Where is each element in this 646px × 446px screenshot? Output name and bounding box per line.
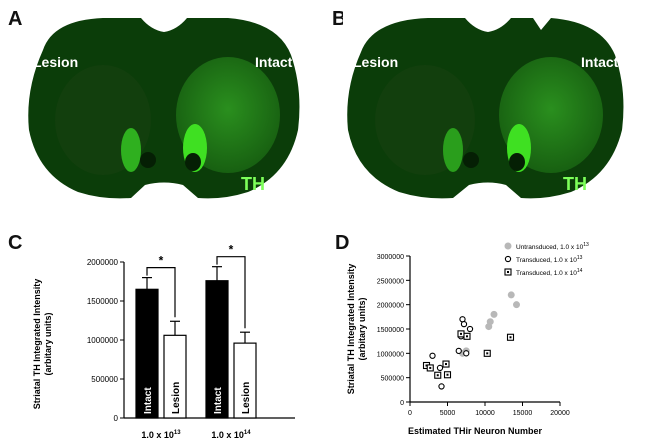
legend-label: Untransduced, 1.0 x 1013 [516,242,589,251]
legend-marker [504,242,512,250]
x-tick-label: 0 [408,410,412,417]
data-point [457,330,465,338]
brain-section-b-image: Lesion Intact TH [347,18,624,199]
x-tick-label: 15000 [513,410,533,417]
data-point [426,364,434,372]
micrograph-b: Lesion Intact TH [343,10,633,202]
y-tick-label: 500000 [91,375,118,384]
data-point [463,350,470,357]
x-tick-label: 20000 [550,410,570,417]
bar-label: Lesion [171,382,182,414]
bar-label: Intact [213,387,224,414]
y-tick-label: 0 [114,414,119,423]
group-label: 1.0 x 1013 [141,430,181,440]
legend-label: Transduced, 1.0 x 1014 [516,268,583,277]
data-point [429,352,436,359]
x-axis-title: Estimated THir Neuron Number [408,426,543,436]
y-tick-label: 2500000 [377,278,404,285]
panel-letter-a: A [8,8,23,30]
x-tick-label: 5000 [440,410,456,417]
legend-label: Transduced, 1.0 x 1013 [516,255,583,264]
bar-chart-c: Striatal TH Integrated Intensity (arbita… [32,243,295,440]
y-axis-title: Striatal TH Integrated Intensity (arbita… [346,264,367,395]
y-tick-label: 500000 [381,376,404,383]
y-tick-label: 1500000 [377,327,404,334]
y-axis-title-line2: (arbitary units) [43,312,53,375]
panel-letter-b: B [332,8,347,30]
y-tick-label: 1000000 [87,336,119,345]
brain-section-a-image: Lesion Intact TH [28,18,300,199]
data-point [443,371,452,379]
intact-label: Intact [255,54,293,70]
lesion-label: Lesion [353,54,398,70]
significance-bracket [146,266,176,318]
data-point [506,333,515,341]
y-tick-label: 2000000 [87,258,119,267]
scatter-chart-d: Striatal TH Integrated Intensity (arbita… [346,242,589,436]
th-label: TH [241,174,265,194]
x-tick-label: 10000 [475,410,495,417]
data-point [486,318,494,326]
micrograph-a: Lesion Intact TH [23,10,305,202]
data-point [490,310,498,318]
bar-label: Intact [143,387,154,414]
data-point [483,349,491,357]
data-point [507,291,515,299]
bar-label: Lesion [241,382,252,414]
lesion-label: Lesion [33,54,78,70]
intact-label: Intact [581,54,619,70]
data-point [466,325,474,333]
y-axis-title-line2: (arbitary units) [357,297,367,360]
data-point [436,364,444,372]
th-label: TH [563,174,587,194]
group-label: 1.0 x 1014 [211,430,251,440]
legend-marker [504,255,512,263]
significance-bracket [216,256,246,329]
y-axis-title-line1: Striatal TH Integrated Intensity [32,279,42,410]
y-tick-label: 2000000 [377,303,404,310]
y-axis-title-line1: Striatal TH Integrated Intensity [346,264,356,395]
data-point [460,320,468,328]
y-tick-label: 3000000 [377,254,404,261]
data-point [463,332,471,340]
bar [163,334,187,419]
panel-letter-c: C [8,232,23,254]
panel-letter-d: D [335,232,350,254]
y-tick-label: 1500000 [87,297,119,306]
data-point [455,347,462,355]
y-tick-label: 1000000 [377,351,404,358]
data-point [438,383,445,390]
y-axis-title: Striatal TH Integrated Intensity (arbita… [32,279,53,410]
legend-marker [504,268,512,276]
data-point [434,371,442,379]
data-point [442,360,450,368]
data-point [513,301,520,309]
y-tick-label: 0 [400,400,404,407]
significance-star: * [229,243,234,257]
significance-star: * [159,254,164,268]
